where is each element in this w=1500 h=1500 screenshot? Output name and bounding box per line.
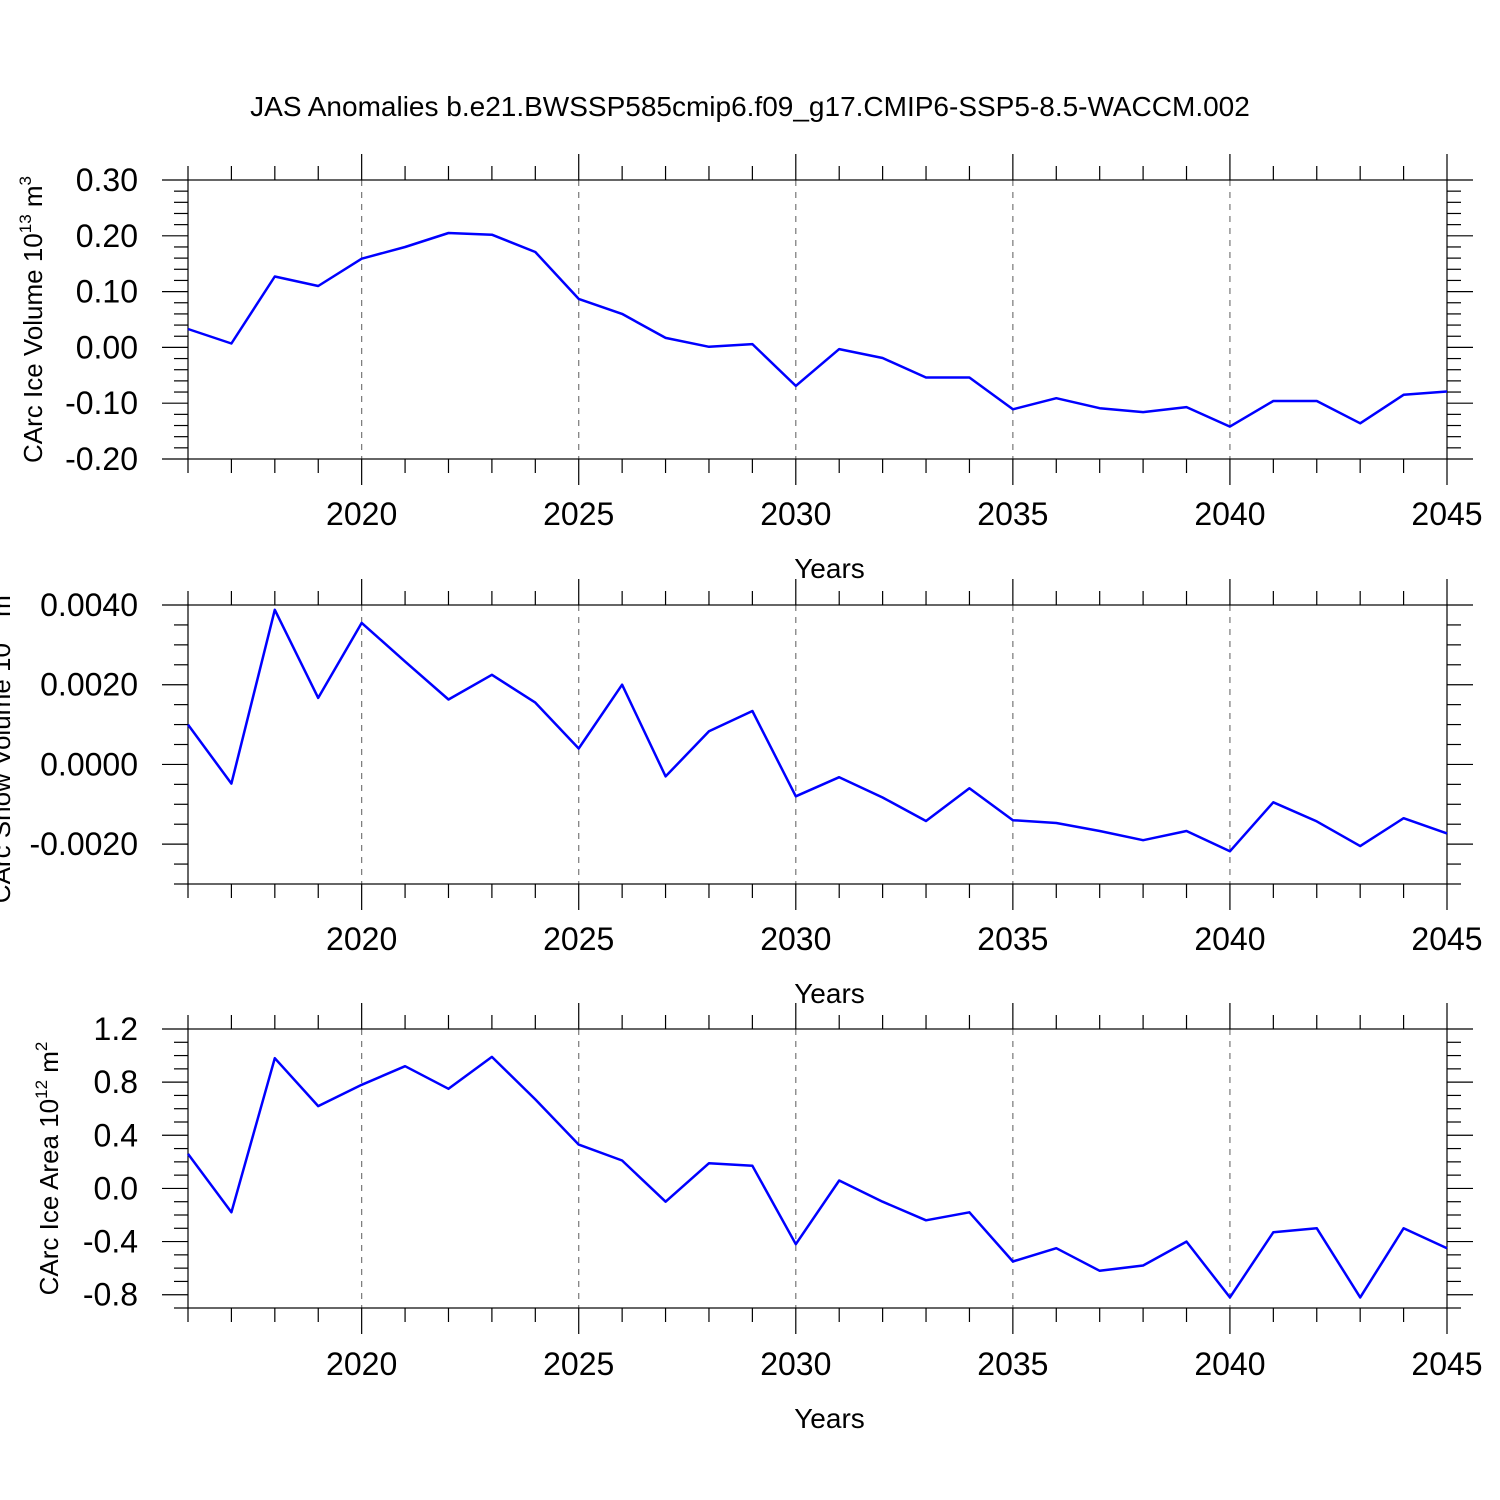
x-tick-label: 2035 [977, 496, 1048, 532]
x-tick-label: 2045 [1411, 1346, 1482, 1382]
x-axis-label: Years [794, 978, 865, 1009]
y-tick-label: -0.4 [83, 1224, 138, 1260]
x-tick-label: 2025 [543, 1346, 614, 1382]
y-axis-label: CArc Snow Volume 1013 m3 [0, 586, 16, 903]
chart-title: JAS Anomalies b.e21.BWSSP585cmip6.f09_g1… [250, 91, 1250, 122]
x-tick-label: 2045 [1411, 496, 1482, 532]
y-tick-label: 0.0 [94, 1170, 138, 1206]
series-line [186, 608, 1448, 853]
y-tick-label: -0.10 [65, 385, 138, 421]
x-axis-label: Years [794, 553, 865, 584]
panel-1: 2020 2025 2030 2035 2040 2045 Years -0.20 -0.10 0… [16, 154, 1483, 584]
series-line [187, 231, 1448, 428]
x-tick-label: 2030 [760, 921, 831, 957]
y-tick-label: 0.4 [94, 1117, 138, 1153]
x-tick-label: 2035 [977, 921, 1048, 957]
x-tick-label: 2020 [326, 921, 397, 957]
x-tick-label: 2025 [543, 496, 614, 532]
panel-2: 2020 2025 2030 2035 2040 2045 Years -0.0020 0.00… [0, 579, 1483, 1009]
y-axis-label: CArc Ice Volume 1013 m3 [16, 176, 48, 463]
y-tick-label: 0.8 [94, 1064, 138, 1100]
y-axis-label: CArc Ice Area 1012 m2 [32, 1042, 64, 1296]
y-tick-label: 1.2 [94, 1011, 138, 1047]
x-tick-label: 2025 [543, 921, 614, 957]
plot-frame [187, 179, 1448, 460]
x-tick-label: 2045 [1411, 921, 1482, 957]
y-tick-label: 0.0040 [40, 587, 138, 623]
y-tick-label: -0.20 [65, 441, 138, 477]
series-line [186, 1055, 1448, 1299]
y-tick-label: 0.0000 [40, 746, 138, 782]
plot-frame [187, 604, 1448, 885]
x-tick-label: 2040 [1194, 921, 1265, 957]
x-tick-label: 2040 [1194, 496, 1265, 532]
x-tick-label: 2040 [1194, 1346, 1265, 1382]
x-tick-label: 2030 [760, 1346, 831, 1382]
y-tick-label: 0.00 [76, 329, 138, 365]
plot-frame [187, 1028, 1448, 1309]
x-axis-label: Years [794, 1403, 865, 1434]
y-tick-label: 0.20 [76, 218, 138, 254]
y-tick-label: 0.30 [76, 162, 138, 198]
y-tick-label: 0.0020 [40, 667, 138, 703]
x-tick-label: 2020 [326, 1346, 397, 1382]
y-tick-label: -0.8 [83, 1277, 138, 1313]
x-tick-label: 2035 [977, 1346, 1048, 1382]
panel-3: 2020 2025 2030 2035 2040 2045 Years -0.8 -0.4 0.0… [32, 1003, 1483, 1434]
y-tick-label: 0.10 [76, 274, 138, 310]
y-tick-label: -0.0020 [29, 826, 138, 862]
x-tick-label: 2020 [326, 496, 397, 532]
x-tick-label: 2030 [760, 496, 831, 532]
